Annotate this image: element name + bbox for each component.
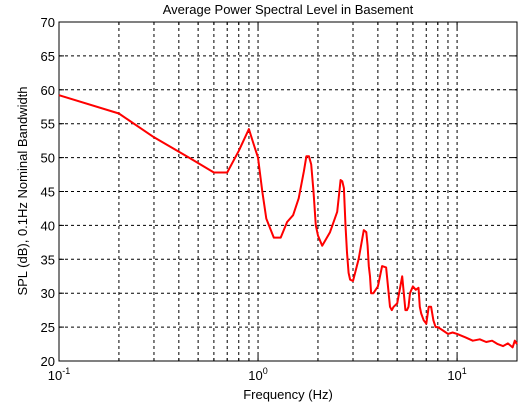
y-tick-label: 25 [41,320,55,335]
y-tick-labels: 20 25 30 35 40 45 50 55 60 65 70 [41,15,55,369]
y-tick-label: 45 [41,185,55,200]
chart-title: Average Power Spectral Level in Basement [163,2,414,17]
grid [59,22,517,361]
y-tick-label: 30 [41,286,55,301]
x-tick-label-exponent: 1 [462,366,467,376]
x-tick-label-exponent: 0 [263,366,268,376]
y-tick-label: 60 [41,83,55,98]
x-tick-label: 10-1 [48,366,70,383]
x-tick-label-exponent: -1 [62,366,70,376]
y-tick-label: 35 [41,252,55,267]
x-tick-label: 101 [447,366,466,383]
x-tick-labels: 10-1 100 101 [48,366,467,383]
tick-marks [59,21,517,362]
x-axis-title: Frequency (Hz) [243,387,333,402]
series-line [58,94,518,349]
y-tick-label: 50 [41,151,55,166]
y-tick-label: 65 [41,49,55,64]
y-tick-label: 70 [41,15,55,30]
y-tick-label: 40 [41,218,55,233]
y-axis-title: SPL (dB), 0.1Hz Nominal Bandwidth [15,86,30,295]
y-tick-label: 20 [41,354,55,369]
x-tick-label: 100 [248,366,267,383]
x-tick-label-base: 10 [48,368,62,383]
y-tick-label: 55 [41,117,55,132]
x-tick-label-base: 10 [447,368,461,383]
x-tick-label-base: 10 [248,368,262,383]
